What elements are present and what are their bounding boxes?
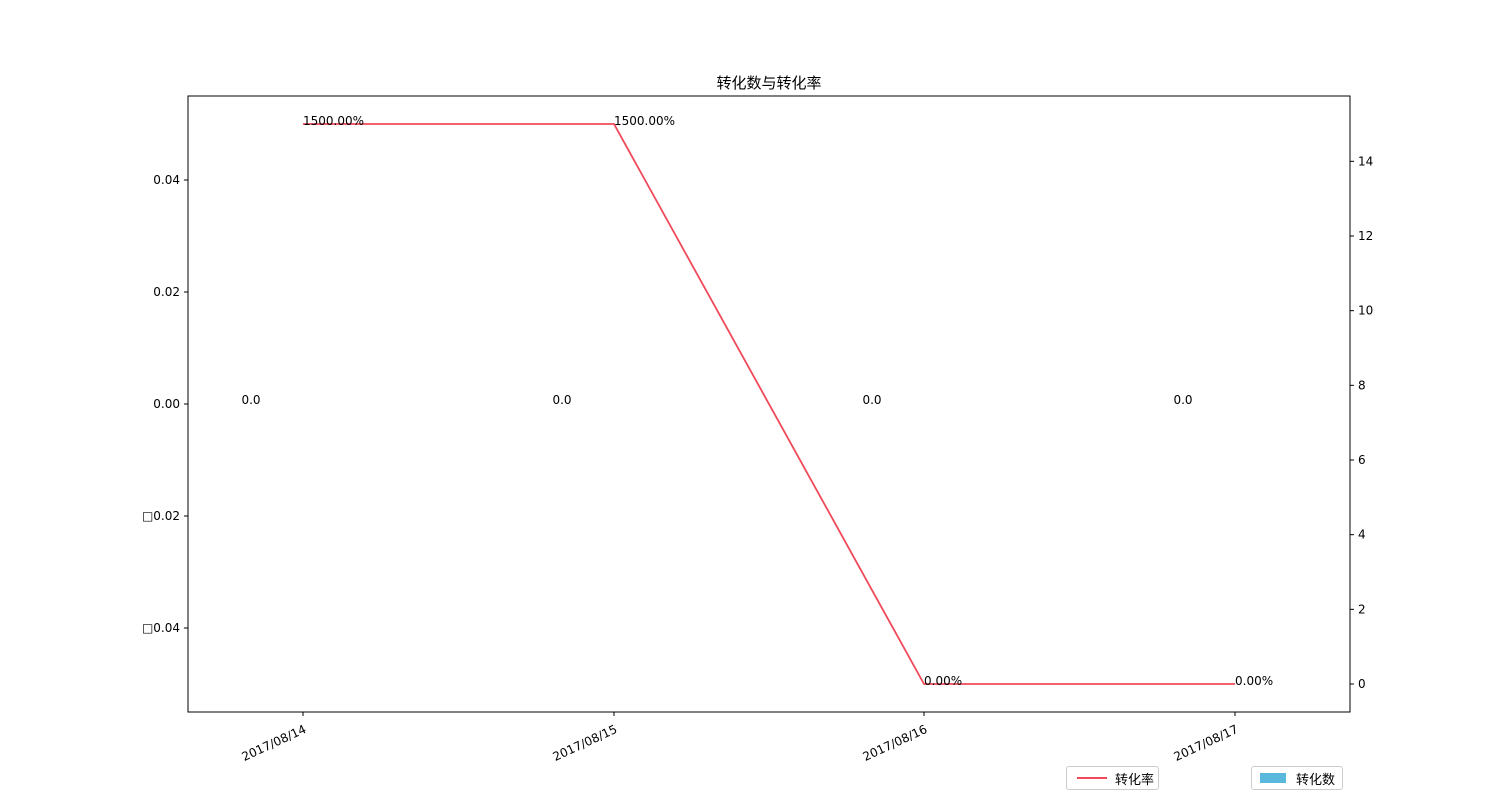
bar-value-labels: 0.0 0.0 0.0 0.0 <box>241 393 1192 407</box>
left-tick-label: 0.00 <box>153 397 180 411</box>
x-tick-label: 2017/08/14 <box>240 722 309 764</box>
legend-line-entry: 转化率 <box>1066 766 1159 790</box>
x-tick-label: 2017/08/17 <box>1172 722 1241 764</box>
line-value-label: 0.00% <box>924 674 962 688</box>
bar-value-label: 0.0 <box>862 393 881 407</box>
right-tick-label: 2 <box>1358 602 1366 616</box>
left-y-axis: 0.04 0.02 0.00 □0.02 □0.04 <box>142 173 188 635</box>
x-tick-label: 2017/08/15 <box>551 722 620 764</box>
right-tick-label: 10 <box>1358 304 1373 318</box>
legend-bar-swatch <box>1260 773 1286 783</box>
bar-value-label: 0.0 <box>1173 393 1192 407</box>
conversion-rate-line <box>303 123 1235 685</box>
right-y-axis: 0 2 4 6 8 10 12 14 <box>1350 154 1373 691</box>
left-tick-label: □0.02 <box>142 509 180 523</box>
x-tick-label: 2017/08/16 <box>861 722 930 764</box>
right-tick-label: 14 <box>1358 154 1373 168</box>
bar-value-label: 0.0 <box>241 393 260 407</box>
legend-bar-entry: 转化数 <box>1251 766 1343 790</box>
left-tick-label: 0.02 <box>153 285 180 299</box>
right-tick-label: 12 <box>1358 229 1373 243</box>
legend-bar-label: 转化数 <box>1296 772 1336 788</box>
right-tick-label: 6 <box>1358 453 1366 467</box>
line-value-label: 0.00% <box>1235 674 1273 688</box>
right-tick-label: 8 <box>1358 378 1366 392</box>
x-axis: 2017/08/14 2017/08/15 2017/08/16 2017/08/17 <box>240 712 1241 764</box>
legend-line-label: 转化率 <box>1115 772 1155 788</box>
chart-title: 转化数与转化率 <box>716 74 821 92</box>
legend-line-swatch <box>1077 777 1107 779</box>
left-tick-label: 0.04 <box>153 173 180 187</box>
line-series <box>303 123 1235 685</box>
bar-value-label: 0.0 <box>552 393 571 407</box>
right-tick-label: 0 <box>1358 677 1366 691</box>
line-value-label: 1500.00% <box>303 114 364 128</box>
right-tick-label: 4 <box>1358 528 1366 542</box>
line-value-label: 1500.00% <box>614 114 675 128</box>
left-tick-label: □0.04 <box>142 621 180 635</box>
line-value-labels: 1500.00% 1500.00% 0.00% 0.00% <box>303 114 1273 688</box>
plot-frame <box>187 95 1351 713</box>
